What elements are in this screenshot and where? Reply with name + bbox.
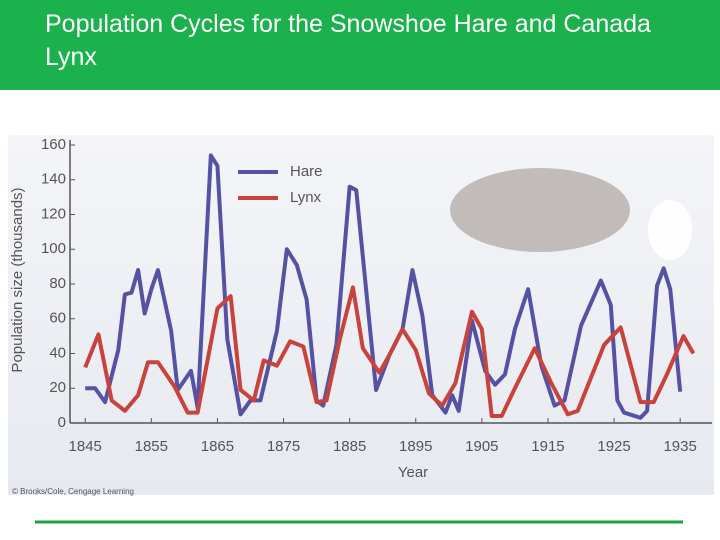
x-tick-label: 1925 — [597, 438, 630, 455]
credit: © Brooks/Cole, Cengage Learning — [12, 487, 134, 496]
series-line — [83, 285, 696, 419]
y-tick-label: 100 — [41, 240, 66, 257]
y-tick-label: 80 — [49, 275, 66, 292]
series-line — [85, 153, 683, 420]
x-tick-label: 1885 — [333, 438, 366, 455]
x-tick-label: 1935 — [663, 438, 696, 455]
y-axis-label: Population size (thousands) — [9, 187, 26, 372]
y-tick-label: 0 — [58, 414, 66, 431]
title-banner — [0, 0, 720, 90]
y-tick-label: 60 — [49, 310, 66, 327]
lynx-illustration — [450, 168, 630, 252]
legend-label: Hare — [290, 163, 323, 180]
x-tick-label: 1865 — [201, 438, 234, 455]
x-tick-label: 1855 — [135, 438, 168, 455]
y-tick-label: 140 — [41, 171, 66, 188]
y-tick-label: 40 — [49, 344, 66, 361]
legend-label: Lynx — [290, 189, 322, 206]
chart: Population size (thousands) Year © Brook… — [8, 135, 714, 524]
x-tick-label: 1905 — [465, 438, 498, 455]
x-tick-label: 1895 — [399, 438, 432, 455]
x-tick-label: 1915 — [531, 438, 564, 455]
x-tick-label: 1875 — [267, 438, 300, 455]
y-tick-label: 160 — [41, 136, 66, 153]
hare-illustration — [648, 200, 692, 260]
x-axis-label: Year — [398, 464, 428, 481]
x-tick-label: 1845 — [69, 438, 102, 455]
slide-title: Population Cycles for the Snowshoe Hare … — [45, 10, 651, 71]
y-tick-label: 20 — [49, 379, 66, 396]
y-tick-label: 120 — [41, 205, 66, 222]
